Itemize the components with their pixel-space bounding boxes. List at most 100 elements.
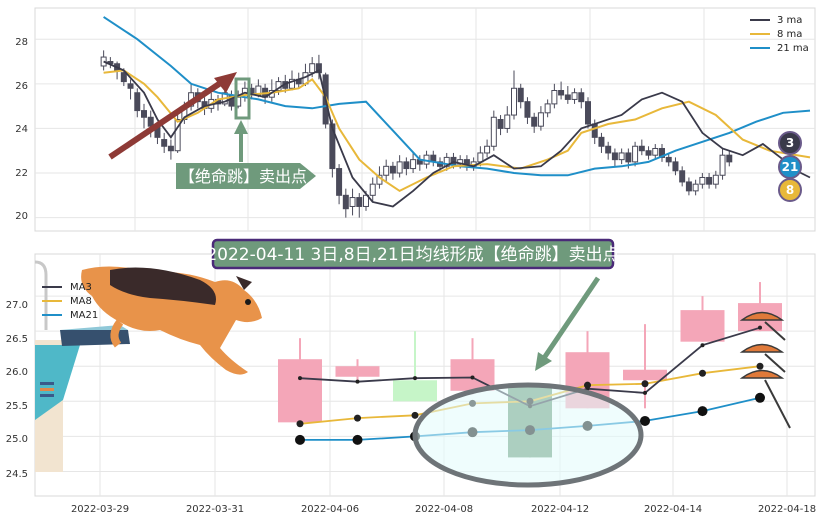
top-candle-body: [712, 174, 719, 185]
bottom-y-tick: 27.0: [6, 300, 28, 311]
bottom-y-ticks: 24.5 25.0 25.5 26.0 26.5 27.0: [6, 300, 28, 480]
top-y-tick: 28: [15, 37, 28, 48]
top-candle-body: [531, 116, 538, 127]
title-banner: 2022-04-11 3日,8日,21日均线形成【绝命跳】卖出点: [206, 238, 620, 270]
top-candle-body: [342, 194, 349, 210]
bottom-y-tick: 25.5: [6, 401, 28, 412]
top-candle-body: [403, 161, 410, 170]
top-candle-body: [632, 145, 639, 163]
up-arrow-to-box: [234, 120, 248, 162]
bottom-x-tick: 2022-04-12: [531, 504, 589, 515]
sell-point-callout-text: 【绝命跳】卖出点: [179, 167, 307, 186]
top-candle-body: [517, 87, 524, 103]
top-candle-body: [558, 90, 565, 96]
bottom-ma3-point: [470, 375, 475, 380]
bottom-ma3-point: [355, 379, 360, 384]
bottom-ma8-point: [641, 380, 649, 388]
top-candle-body: [652, 147, 659, 156]
top-candle-body: [389, 165, 396, 174]
top-candle-body: [383, 165, 390, 176]
top-candle-body: [524, 101, 531, 118]
top-candle-body: [120, 72, 127, 83]
bottom-x-tick: 2022-04-06: [301, 504, 359, 515]
top-candle-body: [679, 170, 686, 183]
pointer-arrow: [535, 276, 601, 371]
bottom-candle-body: [680, 310, 725, 342]
top-candle-body: [585, 101, 591, 125]
bottom-chart: 24.5 25.0 25.5 26.0 26.5 27.0 2022-03-29…: [6, 238, 816, 515]
top-candle-body: [726, 154, 733, 163]
highlight-ellipse: [412, 382, 644, 488]
bottom-ma8-point: [296, 420, 304, 428]
top-candle-body: [147, 116, 154, 127]
bottom-legend-label-ma21: MA21: [70, 310, 98, 321]
badge-ma8: [778, 178, 802, 202]
top-candle-body: [645, 150, 652, 156]
top-candle-body: [537, 112, 544, 127]
top-candle-body: [571, 92, 578, 100]
jumping-dog-illustration: [81, 266, 262, 375]
top-ma8-line: [103, 69, 811, 193]
bottom-ma8-point: [411, 411, 419, 419]
bottom-ma21-point: [352, 434, 363, 445]
highlight-box: [234, 77, 251, 120]
top-candle-body: [161, 139, 168, 147]
bottom-x-ticks: 2022-03-29 2022-03-31 2022-04-06 2022-04…: [71, 504, 816, 515]
top-candle-body: [490, 116, 497, 147]
top-candle-body: [167, 145, 174, 152]
top-candle-body: [349, 197, 356, 207]
top-candle-body: [329, 123, 336, 170]
bottom-candle-body: [393, 380, 437, 402]
top-candle-body: [141, 110, 147, 118]
top-candle-body: [659, 147, 665, 158]
top-y-tick: 22: [15, 168, 28, 179]
bottom-ma21-point: [755, 392, 765, 403]
top-ma-lines: [103, 16, 811, 208]
bottom-candle-body: [278, 359, 322, 423]
top-candle-body: [504, 114, 511, 129]
top-candle-body: [551, 90, 558, 105]
top-candle-body: [638, 145, 645, 152]
top-candle-body: [363, 194, 369, 207]
top-y-tick: 20: [15, 211, 28, 222]
top-candle-body: [578, 92, 585, 103]
top-y-tick: 26: [15, 81, 28, 92]
bottom-legend-label-ma3: MA3: [70, 282, 92, 293]
bottom-ma21-point: [697, 406, 708, 417]
bottom-x-tick: 2022-04-18: [758, 504, 816, 515]
ma-badges: 3 21 8: [778, 131, 802, 202]
bottom-ma3-point: [700, 343, 705, 348]
bottom-legend: MA3 MA8 MA21: [42, 282, 98, 321]
top-candle-body: [484, 145, 491, 154]
top-chart: 20 22 24 26 28 3 ma 8 ma 21 ma: [15, 7, 816, 232]
bottom-x-tick: 2022-04-08: [415, 504, 473, 515]
top-candle-body: [719, 154, 726, 176]
top-candle-body: [611, 152, 618, 161]
top-candle-body: [564, 94, 571, 100]
bottom-legend-label-ma8: MA8: [70, 296, 92, 307]
top-candle-body: [174, 119, 181, 152]
top-candle-body: [672, 161, 679, 172]
top-candle-body: [450, 156, 457, 165]
top-legend-label-ma3: 3 ma: [777, 15, 802, 26]
top-candle-body: [127, 83, 134, 89]
top-y-tick: 24: [15, 124, 28, 135]
top-candle-body: [625, 152, 632, 163]
bottom-ma21-point: [295, 434, 305, 445]
bottom-candle-body: [623, 369, 667, 381]
bottom-ma8-point: [354, 414, 361, 422]
bottom-ma3-point: [643, 390, 647, 395]
top-candle-body: [685, 181, 692, 192]
bottom-ma8-point: [584, 381, 591, 389]
top-y-ticks: 20 22 24 26 28: [15, 37, 28, 222]
bottom-ma3-point: [298, 376, 302, 381]
top-candle-body: [618, 152, 625, 161]
badge-ma21-label: 21: [782, 160, 799, 174]
bottom-y-tick: 25.0: [6, 434, 28, 445]
top-candle-body: [699, 176, 706, 185]
bottom-ma21-point: [640, 415, 650, 426]
top-candle-body: [410, 159, 417, 170]
top-legend-label-ma8: 8 ma: [777, 29, 802, 40]
bottom-y-tick: 24.5: [6, 469, 28, 480]
parachute-illustration: [739, 311, 791, 429]
